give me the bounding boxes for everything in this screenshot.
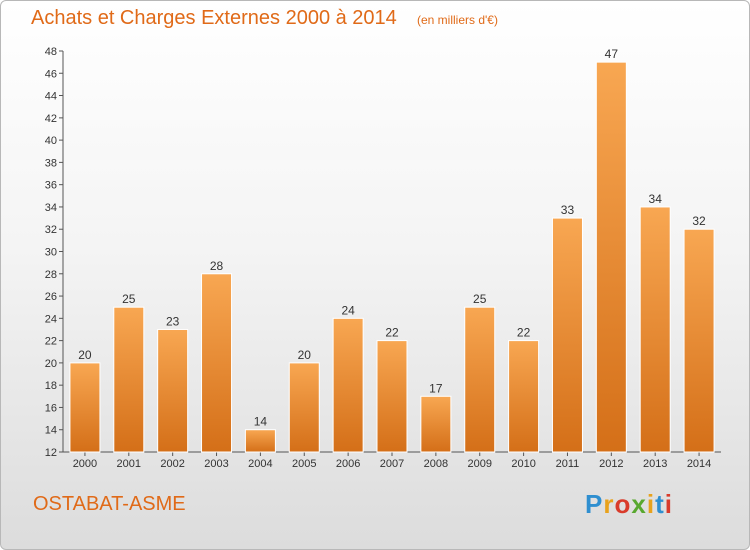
bar-value-label: 28: [210, 259, 224, 273]
bar-value-label: 47: [605, 47, 619, 61]
bar: [244, 429, 276, 453]
y-tick-label: 42: [45, 113, 57, 125]
y-tick-label: 36: [45, 180, 57, 192]
bar: [551, 217, 583, 453]
bar-value-label: 24: [341, 303, 355, 317]
bar-value-label: 17: [429, 381, 443, 395]
y-tick-label: 18: [45, 380, 57, 392]
x-tick-label: 2004: [248, 458, 272, 470]
y-tick-label: 46: [45, 68, 57, 80]
bar-value-label: 34: [649, 192, 663, 206]
x-tick-label: 2000: [73, 458, 97, 470]
y-tick-label: 44: [45, 91, 57, 103]
y-tick-label: 48: [45, 46, 57, 58]
x-tick-label: 2010: [511, 458, 535, 470]
x-tick-label: 2003: [204, 458, 228, 470]
x-tick-label: 2013: [643, 458, 667, 470]
bar: [69, 362, 101, 453]
y-tick-label: 34: [45, 202, 57, 214]
bar-value-label: 22: [517, 326, 531, 340]
x-tick-label: 2001: [117, 458, 141, 470]
bar: [201, 273, 233, 453]
x-tick-label: 2009: [467, 458, 491, 470]
y-tick-label: 16: [45, 402, 57, 414]
bar: [464, 306, 496, 453]
bar: [288, 362, 320, 453]
x-tick-label: 2007: [380, 458, 404, 470]
bar-value-label: 32: [692, 214, 706, 228]
y-tick-label: 26: [45, 291, 57, 303]
proxiti-logo[interactable]: Proxiti: [585, 489, 673, 519]
bar: [332, 317, 364, 453]
bar-value-label: 33: [561, 203, 575, 217]
x-tick-label: 2008: [424, 458, 448, 470]
y-tick-label: 22: [45, 336, 57, 348]
chart-title: Achats et Charges Externes 2000 à 2014: [31, 7, 397, 29]
y-tick-label: 38: [45, 157, 57, 169]
bar: [683, 228, 715, 453]
y-tick-label: 24: [45, 313, 57, 325]
chart-subtitle: (en milliers d'€): [417, 13, 498, 27]
bar-value-label: 23: [166, 314, 180, 328]
bar: [376, 340, 408, 453]
x-tick-label: 2006: [336, 458, 360, 470]
bar: [113, 306, 145, 453]
y-tick-label: 32: [45, 224, 57, 236]
bar: [420, 395, 452, 453]
bar-value-label: 25: [473, 292, 487, 306]
bar: [157, 328, 189, 453]
bar-value-label: 20: [78, 348, 92, 362]
x-tick-label: 2005: [292, 458, 316, 470]
bar-value-label: 20: [298, 348, 312, 362]
bar: [595, 61, 627, 453]
x-tick-label: 2002: [160, 458, 184, 470]
value-labels: 20 25 23 28 14 20 24 22 17 25 22 33 47 34 32: [78, 47, 706, 429]
bar-value-label: 25: [122, 292, 136, 306]
x-tick-label: 2012: [599, 458, 623, 470]
y-tick-label: 30: [45, 247, 57, 259]
bar-value-label: 14: [254, 415, 268, 429]
y-tick-label: 14: [45, 425, 57, 437]
y-tick-label: 20: [45, 358, 57, 370]
bar: [508, 340, 540, 453]
y-tick-label: 12: [45, 447, 57, 459]
y-tick-label: 40: [45, 135, 57, 147]
y-tick-label: 28: [45, 269, 57, 281]
bar: [639, 206, 671, 453]
town-name: OSTABAT-ASME: [33, 493, 186, 515]
bars: [69, 61, 715, 453]
bar-value-label: 22: [385, 326, 399, 340]
x-tick-label: 2014: [687, 458, 711, 470]
x-tick-label: 2011: [556, 458, 580, 470]
